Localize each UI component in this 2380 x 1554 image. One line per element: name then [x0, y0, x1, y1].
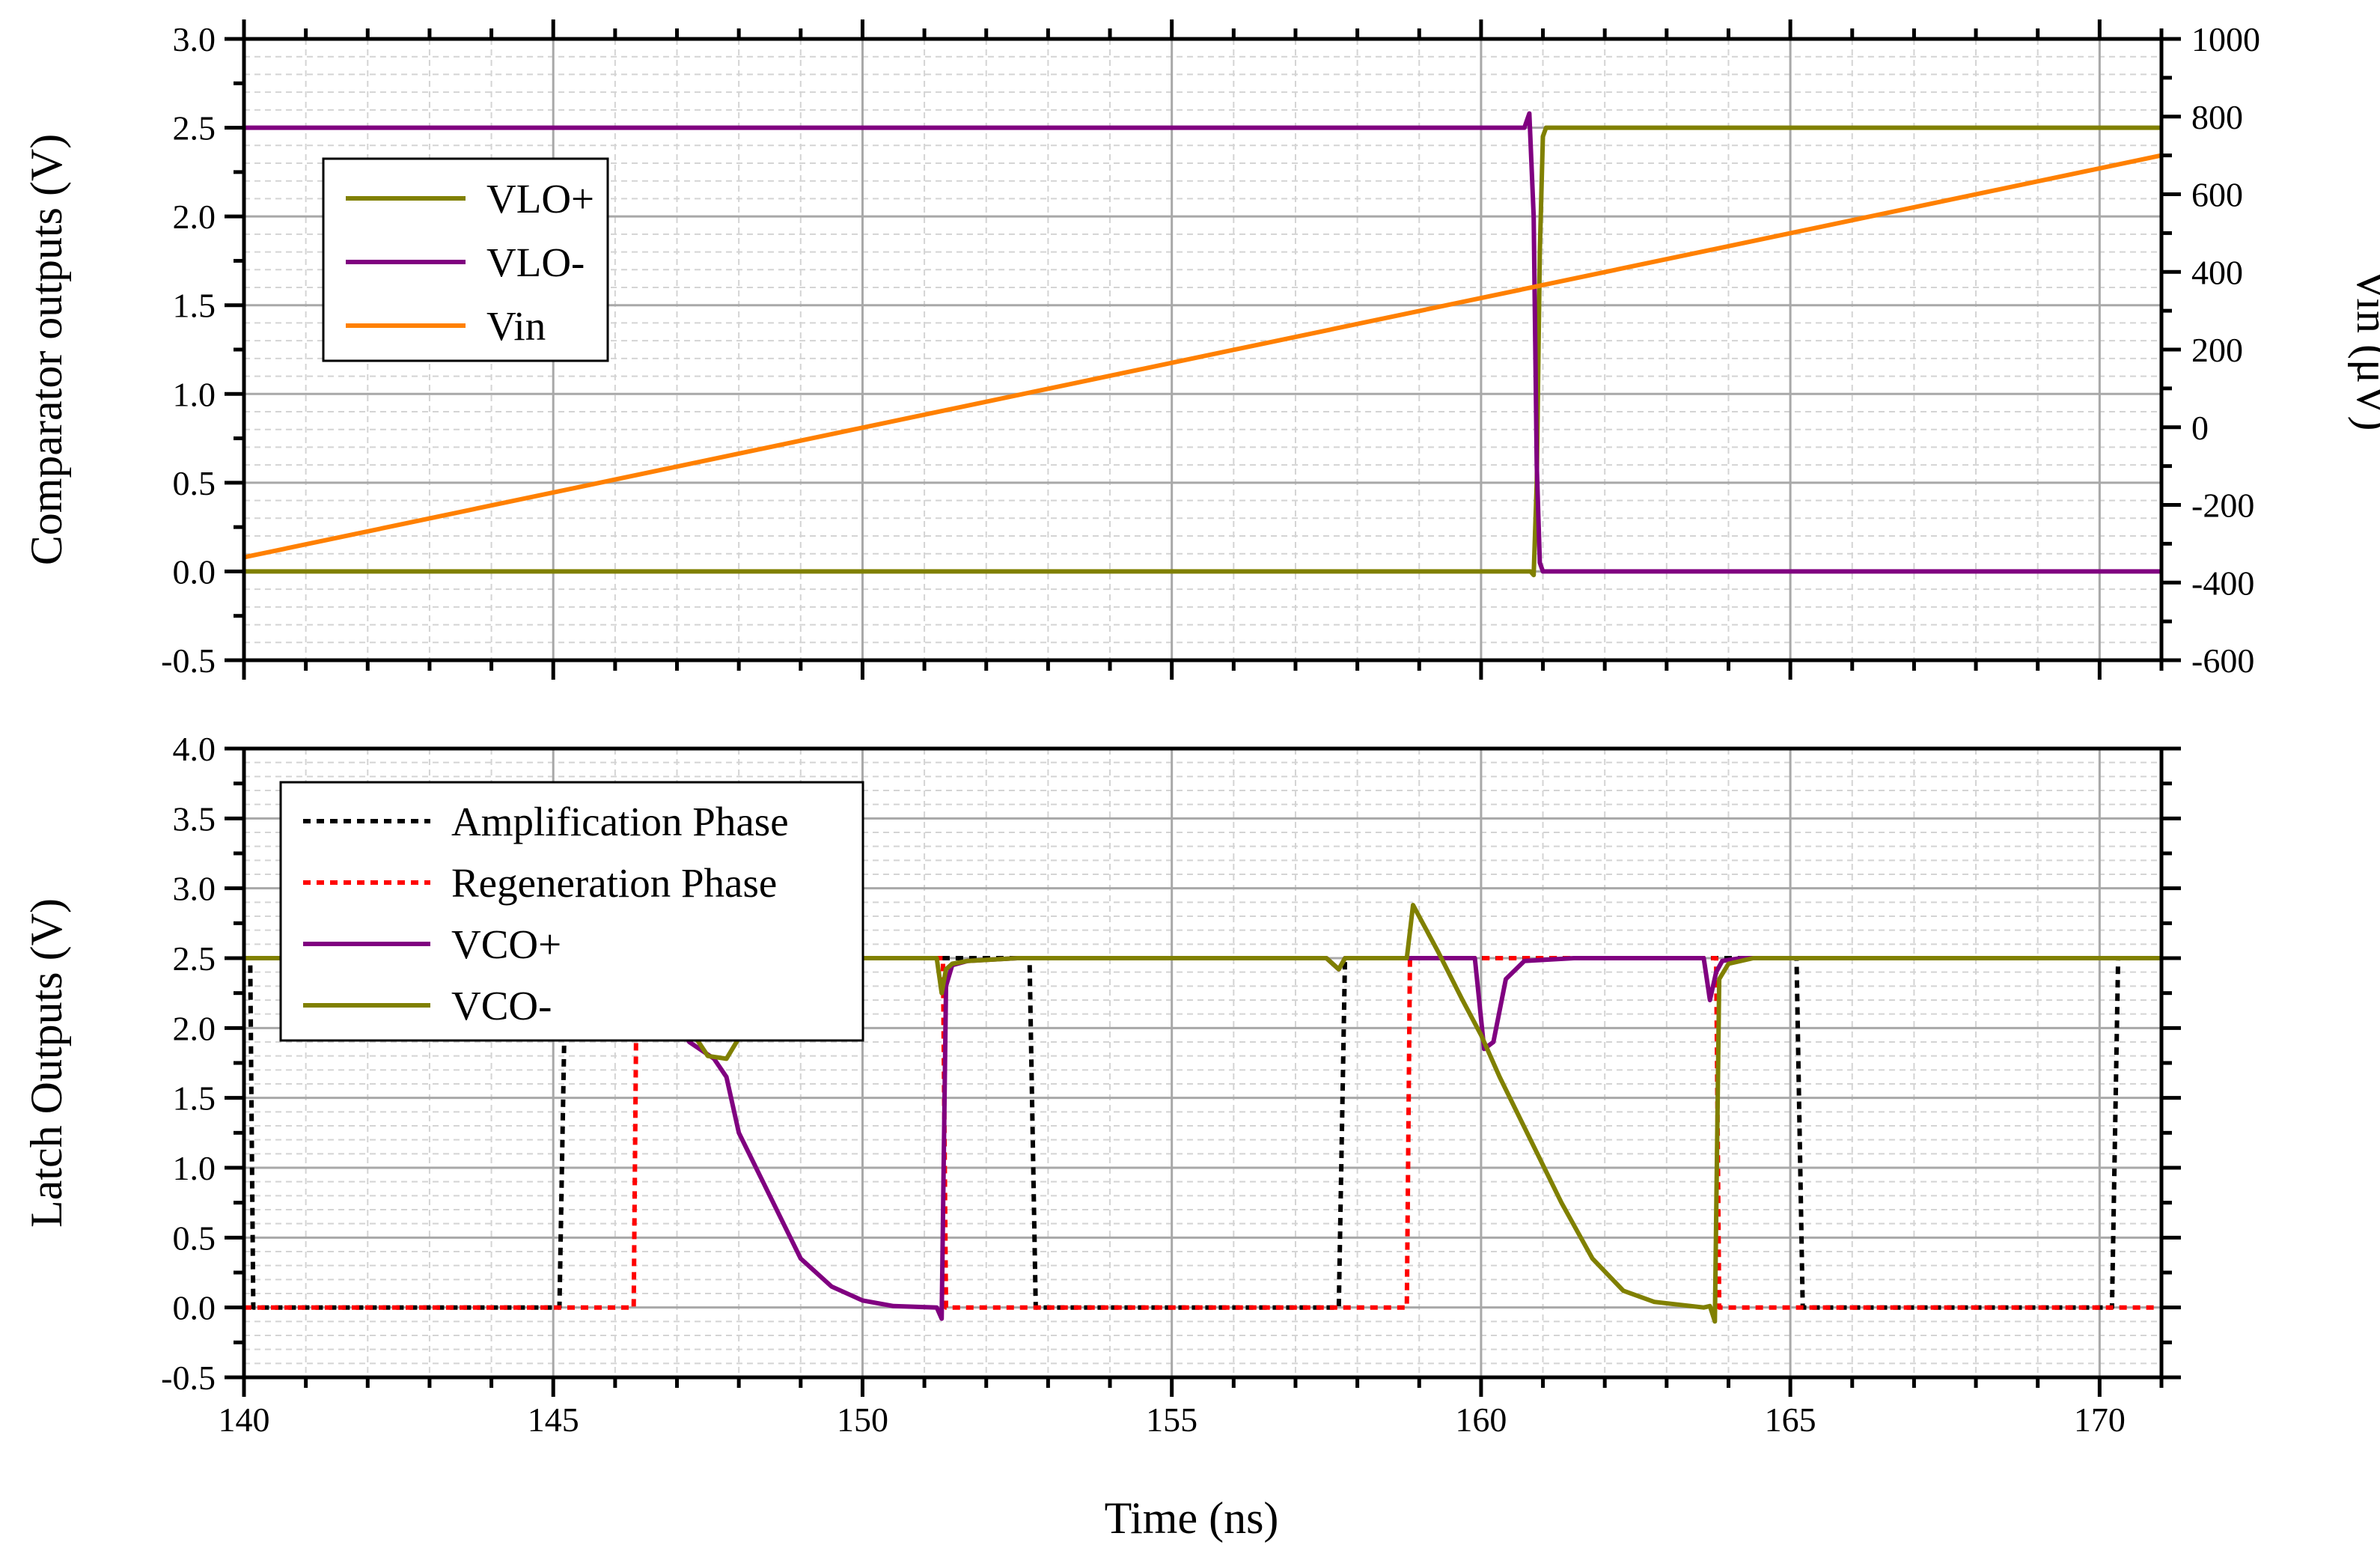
legend-label: Amplification Phase [451, 799, 789, 844]
bottom-ticks: 140 145 150 155 160 165 170 -0.5 0.0 0.5 1.0 1.5 2.0… [161, 730, 2181, 1439]
x-tick-label: 140 [219, 1401, 270, 1439]
y-tick-label: 2.5 [173, 939, 216, 978]
y-tick-label: 1.5 [173, 1079, 216, 1118]
y2-tick-label: 200 [2191, 331, 2243, 369]
bottom-panel: 140 145 150 155 160 165 170 -0.5 0.0 0.5 1.0 1.5 2.0… [22, 730, 2181, 1543]
x-tick-label: 150 [837, 1401, 888, 1439]
series-line-vlo- [244, 125, 2161, 578]
y2-tick-label: 800 [2191, 98, 2243, 136]
y-tick-label: 3.0 [173, 870, 216, 908]
y-tick-label: 3.5 [173, 799, 216, 838]
y2-tick-label: -200 [2191, 487, 2254, 525]
legend-label: VCO+ [451, 921, 561, 967]
x-tick-label: 160 [1455, 1401, 1507, 1439]
y2-tick-label: -600 [2191, 642, 2254, 680]
y-tick-label: 4.0 [173, 730, 216, 768]
bottom-legend: Amplification Phase Regeneration Phase VCO… [279, 781, 864, 1042]
top-y-axis-title: Comparator outputs (V) [22, 134, 71, 566]
y2-tick-label: 400 [2191, 253, 2243, 291]
x-tick-label: 165 [1765, 1401, 1816, 1439]
x-axis-title: Time (ns) [1105, 1493, 1279, 1543]
top-series [244, 111, 2161, 578]
y-tick-label: 1.0 [173, 1149, 216, 1187]
x-tick-label: 155 [1146, 1401, 1197, 1439]
bottom-y-axis-title: Latch Outputs (V) [22, 898, 71, 1228]
legend-label: VLO- [486, 240, 585, 285]
series-line-vlo- [244, 111, 2161, 574]
top-panel: -0.5 0.0 0.5 1.0 1.5 2.0 2.5 3.0 -600 -400 -200 0 20… [22, 19, 2380, 680]
top-legend: VLO+ VLO- Vin [322, 157, 609, 362]
series-line-vin [244, 153, 2161, 560]
y-tick-label: -0.5 [161, 642, 216, 680]
legend-box [279, 781, 864, 1042]
y-tick-label: 1.5 [173, 287, 216, 325]
legend-label: Vin [486, 303, 546, 349]
y-tick-label: 0.5 [173, 464, 216, 502]
y2-tick-label: 0 [2191, 409, 2209, 447]
y2-tick-label: 600 [2191, 176, 2243, 214]
legend-label: VLO+ [486, 176, 594, 222]
y-tick-label: 0.0 [173, 552, 216, 591]
y-tick-label: 0.0 [173, 1289, 216, 1327]
y-tick-label: 0.5 [173, 1219, 216, 1257]
y-tick-label: 3.0 [173, 20, 216, 58]
x-tick-label: 145 [528, 1401, 579, 1439]
y-tick-label: 2.5 [173, 109, 216, 147]
y-tick-label: 2.0 [173, 1009, 216, 1047]
y2-tick-label: 1000 [2191, 20, 2260, 58]
y-tick-label: 2.0 [173, 198, 216, 236]
top-y2-axis-title: Vin (μV) [2348, 269, 2380, 431]
legend-label: Regeneration Phase [451, 860, 777, 906]
top-ticks: -0.5 0.0 0.5 1.0 1.5 2.0 2.5 3.0 -600 -400 -200 0 20… [161, 19, 2260, 680]
x-tick-label: 170 [2074, 1401, 2126, 1439]
legend-label: VCO- [451, 983, 552, 1029]
y2-tick-label: -400 [2191, 564, 2254, 602]
y-tick-label: -0.5 [161, 1359, 216, 1397]
y-tick-label: 1.0 [173, 375, 216, 413]
